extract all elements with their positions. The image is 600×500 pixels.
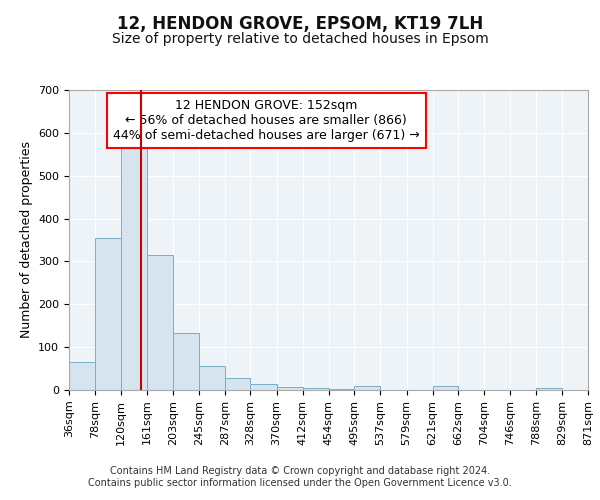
Text: 12 HENDON GROVE: 152sqm
← 56% of detached houses are smaller (866)
44% of semi-d: 12 HENDON GROVE: 152sqm ← 56% of detache… xyxy=(113,99,419,142)
Bar xyxy=(277,387,303,390)
Bar xyxy=(199,366,225,390)
Bar xyxy=(121,146,146,390)
Text: Size of property relative to detached houses in Epsom: Size of property relative to detached ho… xyxy=(112,32,488,46)
Bar xyxy=(329,388,354,390)
Bar xyxy=(173,333,199,390)
Bar xyxy=(303,388,329,390)
Text: 12, HENDON GROVE, EPSOM, KT19 7LH: 12, HENDON GROVE, EPSOM, KT19 7LH xyxy=(117,15,483,33)
Bar xyxy=(225,378,250,390)
Bar xyxy=(95,238,121,390)
Bar xyxy=(354,386,380,390)
Bar xyxy=(433,386,458,390)
Bar xyxy=(146,255,173,390)
Bar xyxy=(250,384,277,390)
Bar xyxy=(536,388,562,390)
Y-axis label: Number of detached properties: Number of detached properties xyxy=(20,142,32,338)
Bar xyxy=(69,362,95,390)
Text: Contains HM Land Registry data © Crown copyright and database right 2024.
Contai: Contains HM Land Registry data © Crown c… xyxy=(88,466,512,487)
